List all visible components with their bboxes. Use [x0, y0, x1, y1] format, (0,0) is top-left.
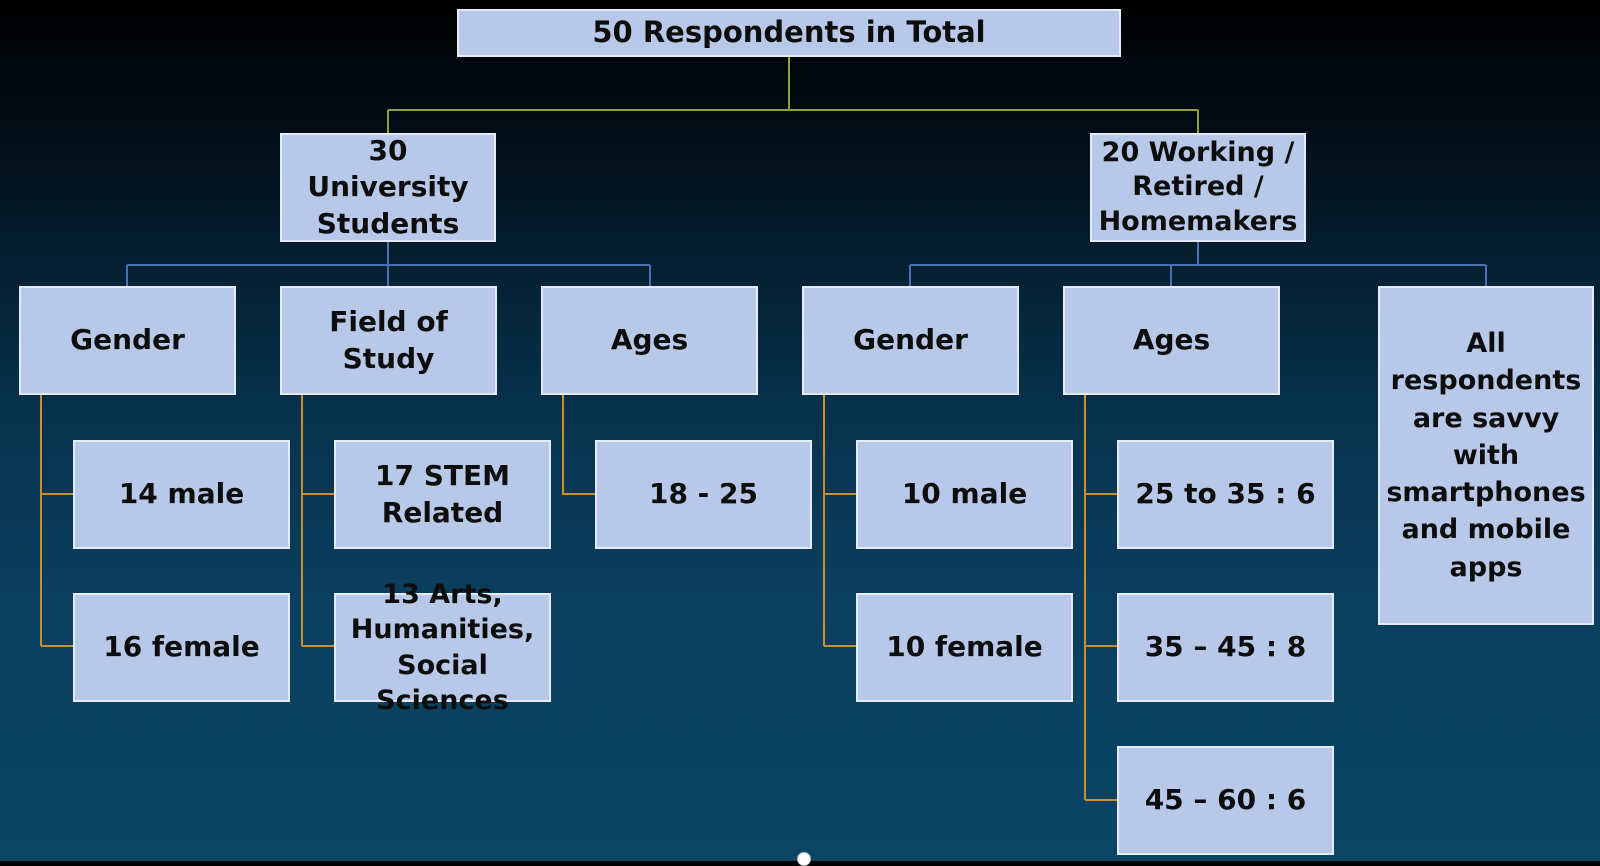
branch-students-node: 30 University Students	[280, 133, 496, 242]
savvy-note-node: All respondents are savvy with smartphon…	[1378, 286, 1594, 625]
students-field-connector	[301, 395, 334, 647]
working-ages-connector	[1084, 395, 1117, 801]
working-female-node: 10 female	[856, 593, 1073, 702]
arts-node: 13 Arts, Humanities, Social Sciences	[334, 579, 551, 716]
students-ages-range-node: 18 - 25	[595, 440, 812, 549]
root-node: 50 Respondents in Total	[457, 9, 1121, 57]
slide-handle	[797, 852, 811, 866]
age-45-60-node: 45 – 60 : 6	[1117, 746, 1334, 855]
age-35-45-node: 35 – 45 : 8	[1117, 593, 1334, 702]
students-field-node: Field of Study	[280, 286, 497, 395]
working-ages-node: Ages	[1063, 286, 1280, 395]
students-female-node: 16 female	[73, 593, 290, 702]
age-25-35-node: 25 to 35 : 6	[1117, 440, 1334, 549]
working-gender-connector	[823, 395, 856, 647]
working-male-node: 10 male	[856, 440, 1073, 549]
students-gender-connector	[40, 395, 73, 647]
students-connector	[126, 242, 651, 286]
root-connector	[387, 57, 1199, 133]
working-connector	[909, 242, 1487, 286]
students-ages-connector	[562, 395, 595, 495]
stem-node: 17 STEM Related	[334, 440, 551, 549]
students-ages-node: Ages	[541, 286, 758, 395]
working-gender-node: Gender	[802, 286, 1019, 395]
branch-working-node: 20 Working / Retired / Homemakers	[1090, 133, 1306, 242]
students-male-node: 14 male	[73, 440, 290, 549]
students-gender-node: Gender	[19, 286, 236, 395]
